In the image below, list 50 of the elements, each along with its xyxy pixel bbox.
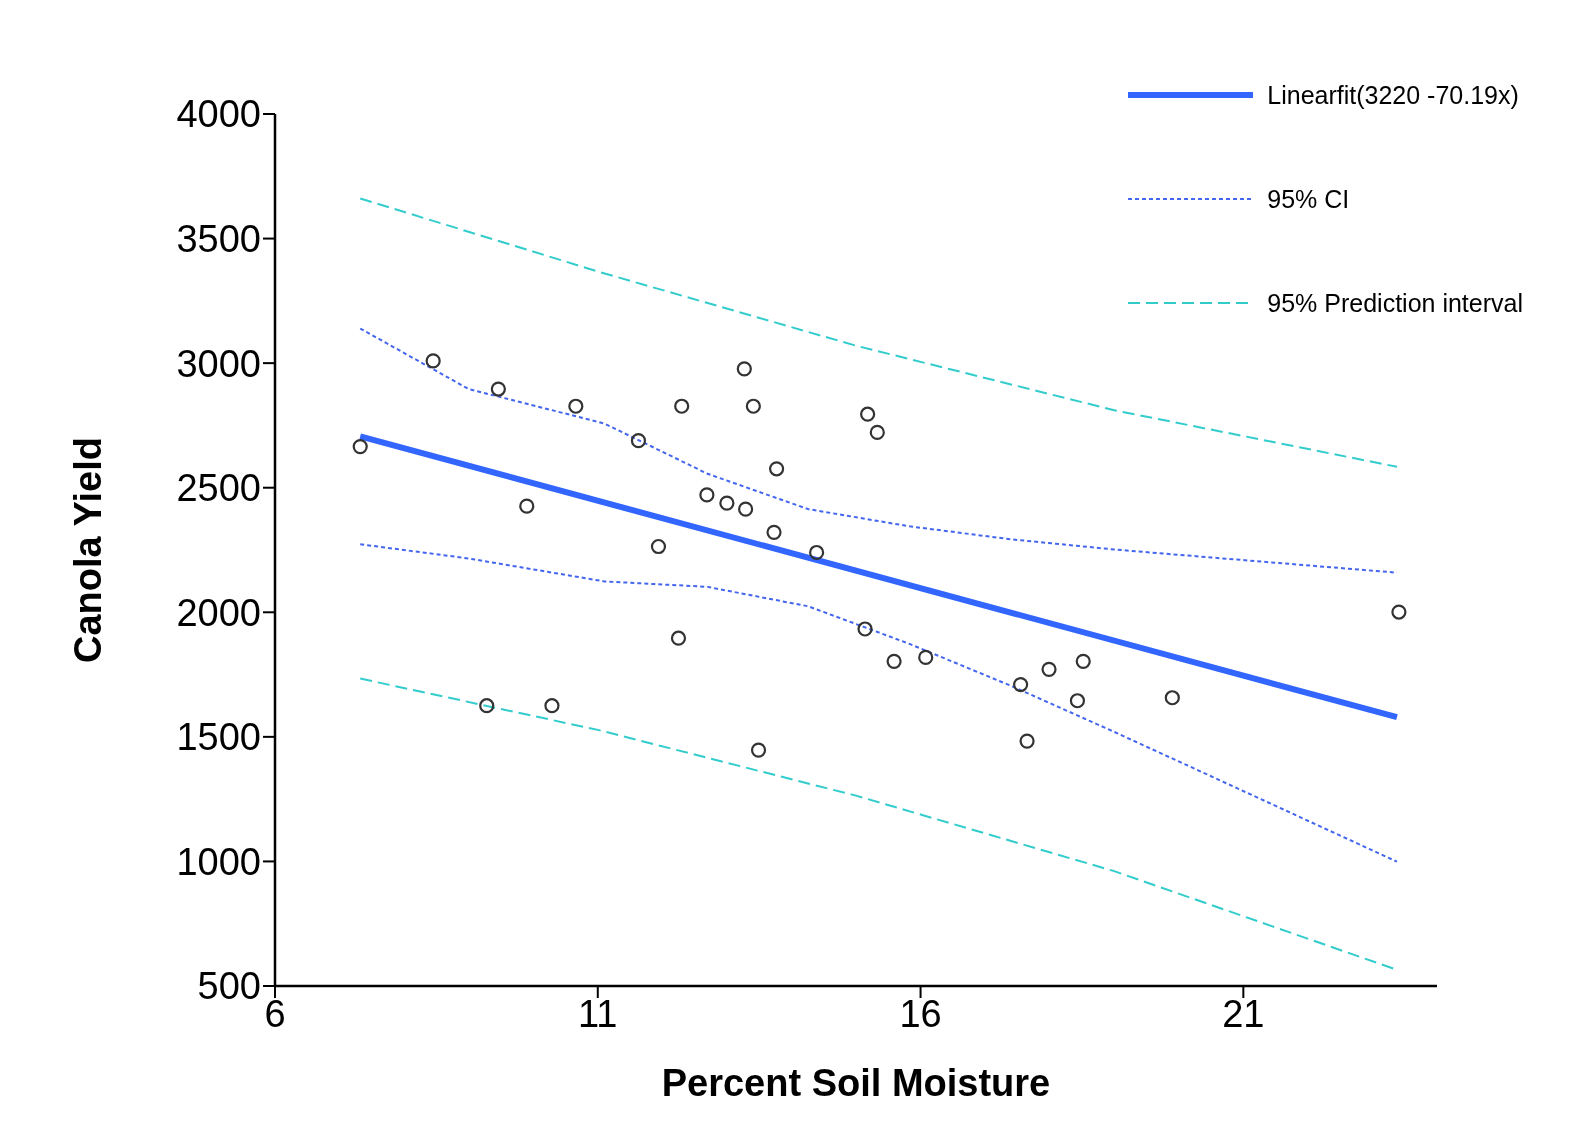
point [860,406,876,422]
x-tick-label: 11 [578,992,618,1035]
point [1019,733,1035,749]
point [809,544,825,561]
point [1391,604,1407,620]
point [1013,676,1029,693]
point [699,487,715,503]
point [766,524,782,540]
point [674,398,690,414]
point [886,653,902,669]
x-tick-label: 16 [899,992,942,1035]
point [869,424,885,441]
y-tick-label: 2500 [176,467,261,510]
point [857,621,873,637]
y-tick-label: 1000 [176,840,261,883]
y-tick-label: 1500 [176,716,261,759]
line-series [359,543,1398,863]
point [519,498,535,514]
point [352,439,368,455]
point [568,398,584,414]
point [650,538,667,555]
y-tick-label: 3000 [176,342,261,385]
legend-label: 95% CI [1267,184,1350,214]
point [719,495,735,511]
x-tick-label: 21 [1222,992,1265,1035]
point [670,630,687,646]
point [738,501,754,517]
point [769,461,785,477]
point [745,398,761,414]
point [1164,690,1180,706]
point [630,433,647,449]
y-tick-label: 500 [197,965,261,1008]
point [736,361,752,377]
legend-label: 95% Prediction interval [1267,288,1523,318]
point [1041,661,1057,677]
x-tick-label: 6 [264,992,286,1035]
point [544,698,560,714]
point [750,742,767,758]
y-tick-label: 2000 [176,591,261,634]
y-axis-title: Canola Yield [67,437,110,663]
point [425,353,441,369]
legend-label: Linearfit(3220 -70.19x) [1267,80,1519,110]
y-tick-label: 3500 [176,218,261,261]
point [918,649,934,665]
point [1069,693,1086,709]
point [479,698,495,714]
y-tick-label: 4000 [176,93,261,136]
point [1075,653,1091,669]
point [490,381,506,397]
x-axis-title: Percent Soil Moisture [661,1062,1051,1104]
